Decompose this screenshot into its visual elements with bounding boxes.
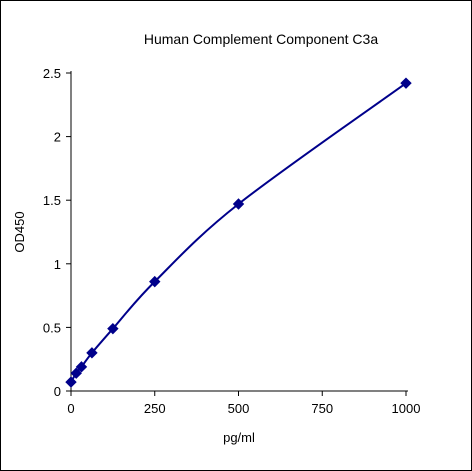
data-point bbox=[70, 367, 82, 379]
data-point bbox=[149, 275, 161, 288]
axes bbox=[70, 71, 408, 392]
x-axis-label: pg/ml bbox=[223, 430, 255, 445]
x-tick-label: 500 bbox=[228, 401, 250, 416]
data-point bbox=[107, 322, 119, 335]
y-axis-label: OD450 bbox=[12, 211, 27, 252]
y-tick-label: 2 bbox=[54, 130, 61, 145]
y-tick-label: 1 bbox=[54, 257, 61, 272]
data-point bbox=[86, 347, 98, 359]
y-tick-label: 2.5 bbox=[43, 66, 61, 81]
y-tick-label: 1.5 bbox=[43, 193, 61, 208]
data-point bbox=[400, 77, 412, 89]
y-tick-label: 0 bbox=[54, 384, 61, 399]
x-tick-label: 1000 bbox=[392, 401, 421, 416]
x-tick-label: 0 bbox=[67, 401, 74, 416]
ticks: 0 0.5 1 1.5 2 2.5 0 250 500 750 1000 bbox=[43, 66, 421, 416]
x-tick-label: 750 bbox=[311, 401, 333, 416]
data-point bbox=[232, 198, 245, 210]
data-point bbox=[65, 376, 77, 388]
data-point bbox=[75, 361, 88, 373]
data-points bbox=[65, 77, 412, 388]
x-tick-label: 250 bbox=[144, 401, 166, 416]
y-tick-label: 0.5 bbox=[43, 320, 61, 335]
fit-curve-group bbox=[70, 82, 407, 383]
chart-title: Human Complement Component C3a bbox=[144, 31, 378, 47]
fit-curve bbox=[70, 82, 407, 383]
